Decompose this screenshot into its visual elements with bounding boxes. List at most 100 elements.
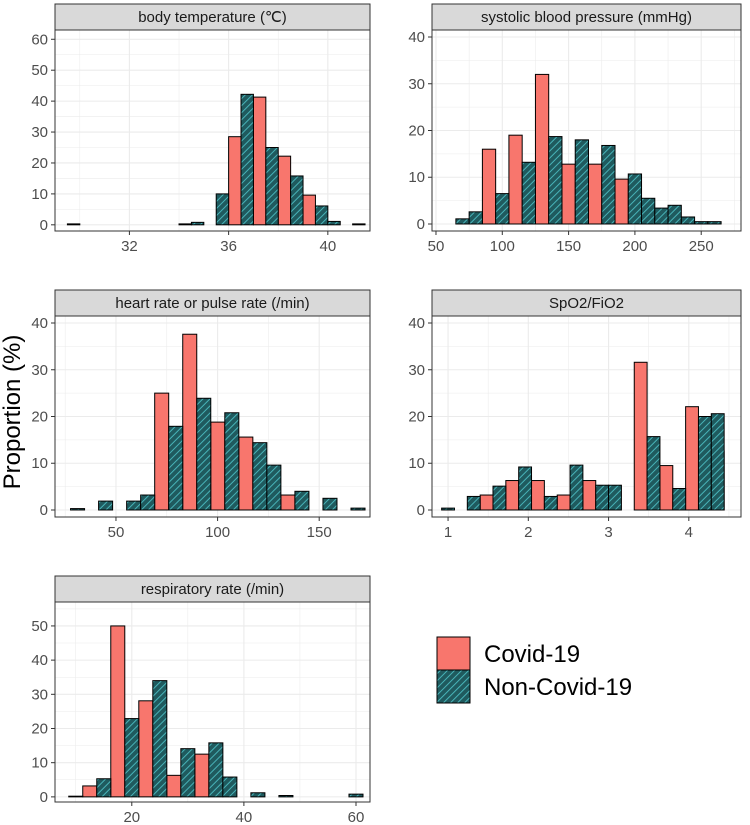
bar-non-covid-19	[697, 416, 712, 511]
x-tick-label: 32	[121, 238, 138, 255]
x-axis: 32 36 40	[121, 231, 336, 255]
bar-non-covid-19	[327, 220, 341, 226]
bar-non-covid-19	[710, 413, 725, 511]
y-tick-label: 10	[31, 186, 48, 203]
bar-non-covid-19	[654, 207, 669, 225]
legend-key-noncovid	[436, 669, 471, 704]
bar-non-covid-19	[601, 144, 616, 225]
x-tick-label: 40	[236, 809, 253, 825]
panel-title: systolic blood pressure (mmHg)	[481, 9, 692, 26]
bar-non-covid-19	[314, 205, 329, 226]
bar-non-covid-19	[152, 680, 168, 798]
bar-covid-19	[182, 333, 198, 511]
bar-covid-19	[154, 392, 170, 511]
y-tick-label: 30	[408, 362, 425, 379]
y-tick-label: 60	[31, 31, 48, 48]
x-tick-label: 250	[689, 238, 714, 255]
bar-non-covid-19	[455, 218, 470, 225]
bar-covid-19	[302, 194, 316, 226]
bar-non-covid-19	[646, 436, 661, 511]
x-tick-label: 36	[220, 238, 237, 255]
x-tick-label: 3	[604, 524, 612, 541]
x-tick-label: 100	[205, 524, 230, 541]
panel-strip	[54, 289, 371, 317]
y-tick-label: 30	[31, 124, 48, 141]
bar-non-covid-19	[190, 221, 205, 226]
panels: body temperature (℃)32 36 400102030405060s…	[31, 3, 742, 825]
bar-covid-19	[614, 178, 629, 225]
bar-covid-19	[481, 148, 497, 225]
x-axis: 50 100 150 200 250	[428, 231, 714, 255]
x-tick-label: 50	[108, 524, 125, 541]
bar-non-covid-19	[495, 193, 510, 225]
panel-border	[54, 601, 371, 803]
bars	[68, 625, 364, 798]
bar-non-covid-19	[96, 778, 112, 798]
bar-covid-19	[138, 700, 154, 798]
y-tick-label: 0	[40, 502, 48, 519]
y-tick-label: 40	[31, 652, 48, 669]
bar-covid-19	[228, 136, 242, 226]
panel-title: SpO2/FiO2	[549, 295, 624, 312]
bar-non-covid-19	[595, 484, 610, 511]
bar-non-covid-19	[492, 485, 507, 511]
bar-non-covid-19	[441, 507, 455, 511]
x-tick-label: 1	[444, 524, 452, 541]
y-tick-label: 20	[408, 123, 425, 140]
x-tick-label: 200	[622, 238, 647, 255]
bar-non-covid-19	[66, 223, 81, 226]
y-tick-label: 0	[417, 502, 425, 519]
bar-covid-19	[534, 73, 550, 225]
bar-non-covid-19	[574, 139, 589, 225]
bar-non-covid-19	[641, 197, 656, 225]
bar-non-covid-19	[569, 464, 584, 511]
y-axis: 0 10 20 30 40 50 60	[31, 31, 55, 234]
bar-covid-19	[82, 785, 98, 798]
bar-non-covid-19	[294, 490, 310, 511]
bar-covid-19	[685, 406, 699, 511]
y-tick-label: 0	[40, 789, 48, 806]
x-axis: 1 2 3 4	[444, 517, 693, 541]
bar-non-covid-19	[265, 147, 279, 226]
y-tick-label: 30	[408, 76, 425, 93]
y-tick-label: 20	[31, 155, 48, 172]
bar-non-covid-19	[350, 507, 366, 511]
bar-non-covid-19	[352, 223, 366, 226]
panel-strip	[54, 575, 371, 603]
x-tick-label: 2	[524, 524, 532, 541]
panel-title: respiratory rate (/min)	[141, 581, 284, 598]
bar-non-covid-19	[667, 204, 682, 225]
y-tick-label: 10	[31, 455, 48, 472]
legend-label-covid: Covid-19	[484, 641, 580, 668]
bar-non-covid-19	[178, 223, 192, 226]
bar-non-covid-19	[322, 497, 338, 511]
y-tick-label: 0	[40, 217, 48, 234]
legend-key-covid	[436, 636, 471, 671]
y-tick-label: 20	[31, 409, 48, 426]
bar-covid-19	[210, 421, 226, 511]
bar-covid-19	[166, 774, 182, 798]
bar-non-covid-19	[548, 136, 563, 225]
y-axis: 0 10 20 30 40	[31, 315, 55, 519]
bar-non-covid-19	[278, 795, 294, 798]
panel-strip	[54, 3, 371, 31]
bar-non-covid-19	[466, 495, 481, 511]
bar-non-covid-19	[521, 161, 536, 225]
bar-covid-19	[252, 96, 267, 226]
bar-non-covid-19	[518, 466, 533, 511]
bar-non-covid-19	[124, 718, 140, 798]
bar-non-covid-19	[608, 484, 622, 511]
legend-label-noncovid: Non-Covid-19	[484, 674, 632, 701]
x-tick-label: 4	[685, 524, 693, 541]
y-tick-label: 40	[31, 315, 48, 332]
y-axis: 0 10 20 30 40 50	[31, 618, 55, 806]
bar-non-covid-19	[70, 508, 86, 511]
bars	[441, 361, 725, 511]
bar-covid-19	[110, 625, 126, 798]
y-tick-label: 10	[408, 169, 425, 186]
bar-non-covid-19	[627, 173, 643, 225]
bar-covid-19	[280, 494, 296, 511]
y-axis: 0 10 20 30 40	[408, 29, 432, 233]
